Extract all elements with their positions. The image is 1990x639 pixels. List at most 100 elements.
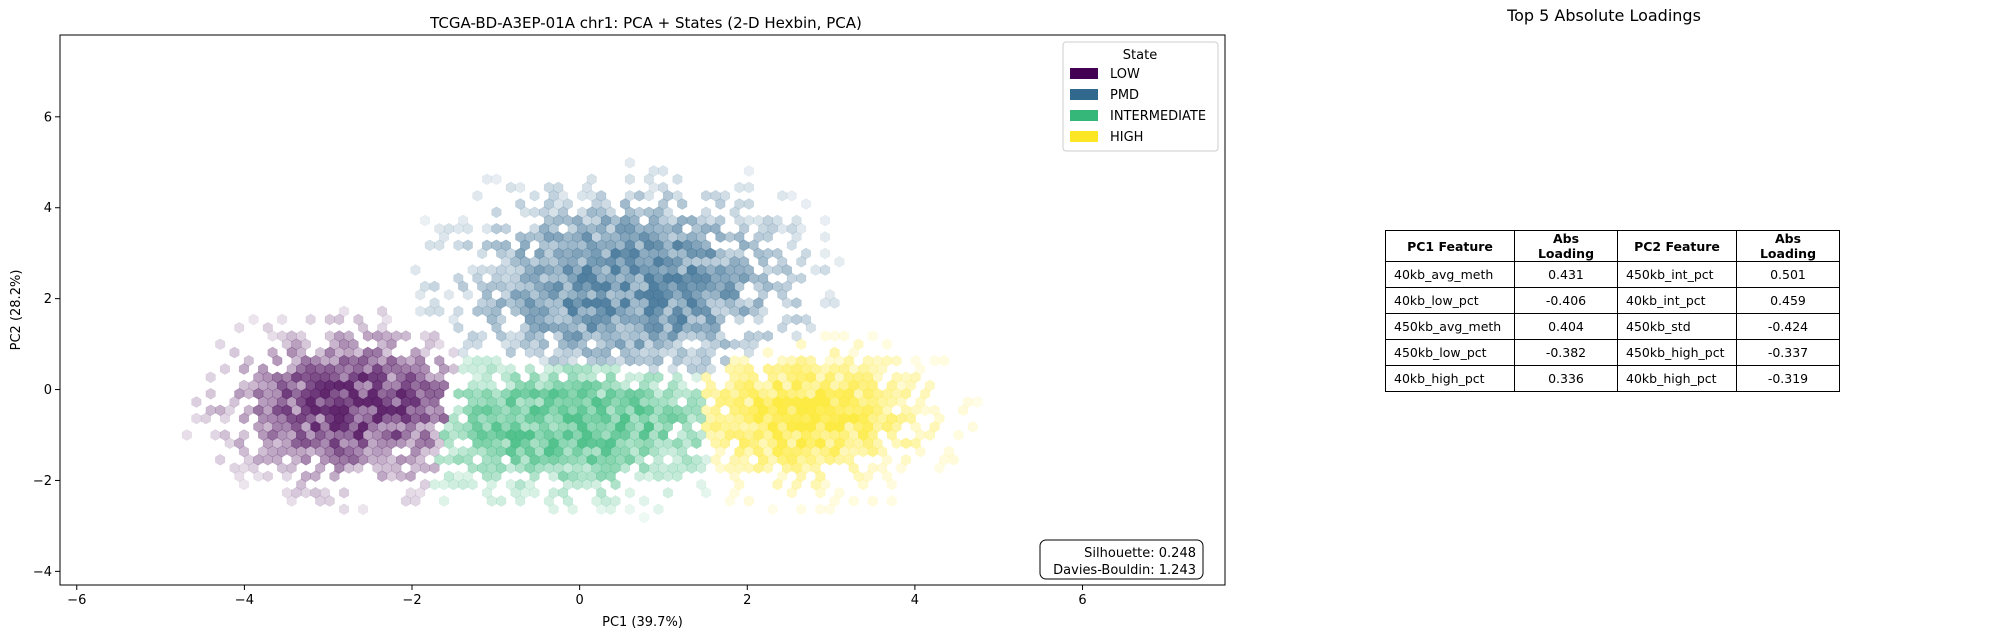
- hexbin-cell: [215, 453, 226, 466]
- hexbin-cell: [739, 239, 750, 252]
- hexbin-cell: [358, 321, 369, 334]
- hexbin-cell: [281, 338, 292, 351]
- hexbin-cell: [748, 272, 759, 285]
- hexbin-cell: [772, 280, 783, 293]
- hexbin-cell: [215, 404, 226, 417]
- hexbin-cell: [267, 445, 278, 458]
- hexbin-cell: [377, 437, 388, 450]
- hexbin-cell: [505, 264, 516, 276]
- hexbin-cell: [277, 330, 288, 342]
- hexbin-cell: [386, 338, 397, 351]
- hexbin-cell: [815, 503, 826, 516]
- hexbin-cell: [729, 338, 740, 351]
- hexbin-cell: [720, 189, 731, 202]
- legend-label: HIGH: [1110, 130, 1143, 145]
- y-tick-label: −2: [33, 474, 52, 489]
- hexbin-cell: [886, 379, 897, 392]
- hexbin-cell: [472, 338, 483, 351]
- hexbin-cell: [367, 437, 378, 450]
- table-title: Top 5 Absolute Loadings: [1507, 6, 1701, 25]
- table-row: 40kb_high_pct 0.336 40kb_high_pct -0.319: [1385, 365, 1840, 392]
- hexbin-cell: [500, 222, 511, 235]
- legend-label: INTERMEDIATE: [1110, 109, 1206, 124]
- hexbin-cell: [882, 453, 893, 466]
- hexbin-cell: [391, 462, 402, 474]
- hexbin-cell: [419, 478, 431, 491]
- hexbin-cell: [415, 354, 426, 367]
- hexbin-cell: [777, 255, 788, 268]
- hexbin-cell: [258, 412, 269, 425]
- hexbin-cell: [467, 462, 478, 474]
- hexbin-cell: [653, 470, 664, 483]
- silhouette-score: Silhouette: 0.248: [1084, 546, 1196, 561]
- hexbin-cell: [762, 214, 773, 227]
- hexbin-cell: [962, 396, 974, 408]
- hexbin-cell: [753, 247, 764, 260]
- hexbin-cell: [458, 280, 469, 293]
- hexbin-cell: [643, 387, 654, 400]
- plot-frame: [59, 34, 1226, 586]
- hexbin-cell: [915, 445, 926, 458]
- hexbin-cell: [481, 453, 492, 466]
- hexbin-cell: [672, 453, 683, 466]
- hexbin-cell: [238, 363, 250, 375]
- legend-label: PMD: [1110, 88, 1139, 103]
- hexbin-cell: [820, 264, 831, 276]
- hexbin-cell: [620, 346, 631, 359]
- hexbin-cell: [715, 297, 726, 309]
- hexbin-cell: [834, 354, 845, 367]
- hexbin-cell: [791, 478, 802, 491]
- x-axis: −6 −4 −2 0 2 4 6: [67, 585, 1087, 608]
- legend-swatch: [1070, 89, 1098, 100]
- hexbin-cell: [734, 214, 745, 227]
- hexbin-cell: [943, 445, 954, 458]
- hexbin-cell: [448, 445, 459, 458]
- hexbin-cell: [696, 363, 707, 375]
- hexbin-cell: [548, 486, 559, 499]
- hexbin-cell: [377, 321, 388, 334]
- hexbin-cell: [972, 396, 983, 408]
- hexbin-cell: [724, 231, 735, 243]
- hexbin-cell: [529, 470, 540, 483]
- table-row: 40kb_avg_meth 0.431 450kb_int_pct 0.501: [1385, 261, 1840, 288]
- hexbin-cell: [605, 503, 616, 516]
- hexbin-cell: [696, 478, 707, 491]
- hexbin-cell: [310, 470, 321, 483]
- hexbin-cell: [696, 462, 707, 474]
- hexbin-cell: [605, 470, 616, 483]
- hexbin-cell: [891, 387, 902, 400]
- hexbin-cell: [558, 486, 569, 499]
- hexbin-cell: [667, 346, 678, 359]
- hexbin-cell: [358, 453, 369, 466]
- hexbin-cell: [843, 437, 854, 450]
- hexbin-cell: [238, 429, 250, 441]
- hexbin-cell: [229, 346, 240, 359]
- hexbin-cell: [419, 462, 431, 474]
- hexbin-cell: [448, 412, 459, 425]
- hexbin-cell: [672, 338, 683, 351]
- hexbin-cell: [796, 503, 807, 516]
- header-pc1-feature: PC1 Feature: [1385, 230, 1515, 262]
- hexbin-cell: [343, 330, 354, 342]
- hexbin-cell: [315, 495, 326, 507]
- hexbin-cell: [315, 462, 326, 474]
- hexbin-cell: [820, 231, 831, 243]
- hexbin-cell: [524, 478, 535, 491]
- hexbin-cell: [805, 321, 816, 334]
- hexbin-cell: [396, 470, 407, 483]
- hexbin-cell: [534, 247, 545, 260]
- hexbin-cell: [624, 354, 635, 367]
- hexbin-cell: [739, 354, 750, 367]
- hexbin-cell: [510, 255, 521, 268]
- hexbin-cell: [939, 354, 950, 367]
- hexbin-cell: [453, 222, 464, 235]
- hexbin-cell: [324, 330, 335, 342]
- hexbin-cell: [562, 495, 573, 507]
- hexbin-cell: [648, 445, 659, 458]
- hexbin-cell: [672, 387, 683, 400]
- hexbin-cell: [581, 478, 592, 491]
- hexbin-cell: [891, 354, 902, 367]
- hexbin-cell: [853, 338, 864, 351]
- hexbin-cell: [253, 420, 264, 433]
- hexbin-cell: [720, 305, 731, 318]
